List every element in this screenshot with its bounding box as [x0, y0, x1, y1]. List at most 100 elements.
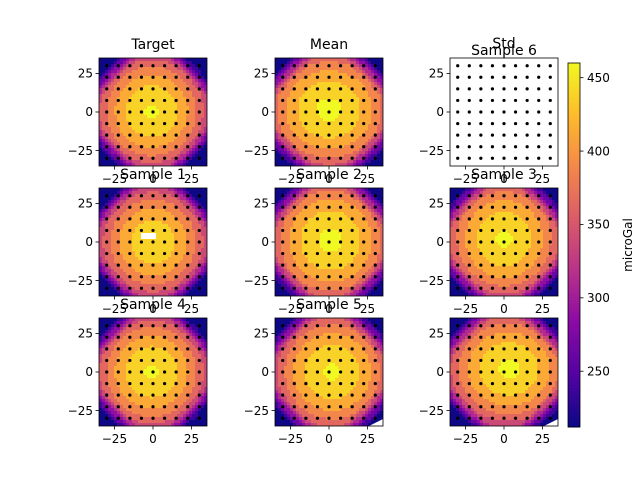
- field-cell: [311, 136, 315, 140]
- field-cell: [126, 70, 130, 74]
- station-point: [315, 87, 320, 91]
- field-cell: [347, 206, 351, 210]
- field-cell: [201, 157, 205, 161]
- field-cell: [180, 257, 184, 261]
- field-cell: [368, 106, 372, 110]
- field-cell: [287, 197, 291, 201]
- station-point: [548, 87, 552, 91]
- field-cell: [296, 133, 300, 137]
- field-cell: [138, 209, 142, 213]
- station-point: [338, 87, 343, 91]
- field-cell: [150, 58, 154, 62]
- station-point: [186, 121, 190, 126]
- field-cell: [168, 245, 172, 249]
- field-cell: [165, 245, 169, 249]
- field-cell: [290, 97, 294, 101]
- field-cell: [99, 287, 103, 291]
- field-cell: [186, 266, 190, 270]
- field-cell: [114, 209, 118, 213]
- field-cell: [368, 206, 372, 210]
- field-cell: [123, 88, 127, 92]
- field-cell: [192, 245, 196, 249]
- field-cell: [150, 118, 154, 122]
- field-cell: [159, 275, 163, 279]
- field-cell: [192, 224, 196, 228]
- field-cell: [353, 76, 357, 80]
- field-cell: [302, 242, 306, 246]
- field-cell: [195, 61, 199, 65]
- field-cell: [347, 197, 351, 201]
- field-cell: [311, 209, 315, 213]
- field-cell: [359, 245, 363, 249]
- field-cell: [296, 197, 300, 201]
- field-cell: [374, 148, 378, 152]
- field-cell: [341, 233, 345, 237]
- field-cell: [138, 154, 142, 158]
- field-cell: [368, 191, 372, 195]
- field-cell: [168, 257, 172, 261]
- field-cell: [347, 121, 351, 125]
- field-cell: [368, 227, 372, 231]
- field-cell: [141, 197, 145, 201]
- field-cell: [171, 163, 175, 166]
- field-cell: [105, 82, 109, 86]
- field-cell: [192, 88, 196, 92]
- field-cell: [144, 245, 148, 249]
- field-cell: [189, 233, 193, 237]
- field-cell: [198, 215, 202, 219]
- field-cell: [293, 163, 297, 166]
- field-cell: [347, 160, 351, 164]
- field-cell: [380, 61, 383, 65]
- field-cell: [162, 67, 166, 71]
- field-cell: [123, 106, 127, 110]
- field-cell: [183, 148, 187, 152]
- field-cell: [162, 248, 166, 252]
- field-cell: [111, 212, 115, 216]
- field-cell: [105, 58, 109, 62]
- field-cell: [278, 85, 282, 89]
- field-cell: [368, 115, 372, 119]
- station-point: [537, 156, 541, 160]
- field-cell: [338, 73, 342, 77]
- field-cell: [329, 242, 333, 246]
- field-cell: [117, 163, 121, 166]
- field-cell: [329, 61, 333, 65]
- field-cell: [123, 154, 127, 158]
- field-cell: [105, 118, 109, 122]
- field-cell: [138, 194, 142, 198]
- field-cell: [171, 91, 175, 95]
- field-cell: [380, 100, 383, 104]
- field-cell: [204, 82, 207, 86]
- field-cell: [335, 109, 339, 113]
- field-cell: [308, 106, 312, 110]
- field-cell: [323, 245, 327, 249]
- field-cell: [189, 269, 193, 273]
- station-point: [292, 75, 296, 79]
- field-cell: [99, 272, 103, 276]
- field-cell: [284, 58, 288, 62]
- field-cell: [201, 194, 205, 198]
- field-cell: [374, 94, 378, 98]
- field-cell: [144, 293, 148, 296]
- field-cell: [129, 245, 133, 249]
- field-cell: [132, 230, 136, 234]
- station-point: [162, 217, 167, 221]
- field-cell: [296, 79, 300, 83]
- station-point: [162, 98, 167, 103]
- field-cell: [153, 76, 157, 80]
- field-cell: [284, 194, 288, 198]
- field-cell: [132, 284, 136, 288]
- field-cell: [377, 112, 381, 116]
- field-cell: [120, 263, 124, 267]
- field-cell: [150, 112, 154, 116]
- y-tick-label: 0: [85, 235, 93, 249]
- field-cell: [311, 130, 315, 134]
- field-cell: [359, 133, 363, 137]
- field-cell: [117, 188, 121, 192]
- field-cell: [123, 254, 127, 258]
- field-cell: [144, 194, 148, 198]
- field-cell: [341, 118, 345, 122]
- field-cell: [183, 284, 187, 288]
- field-cell: [332, 109, 336, 113]
- field-cell: [314, 82, 318, 86]
